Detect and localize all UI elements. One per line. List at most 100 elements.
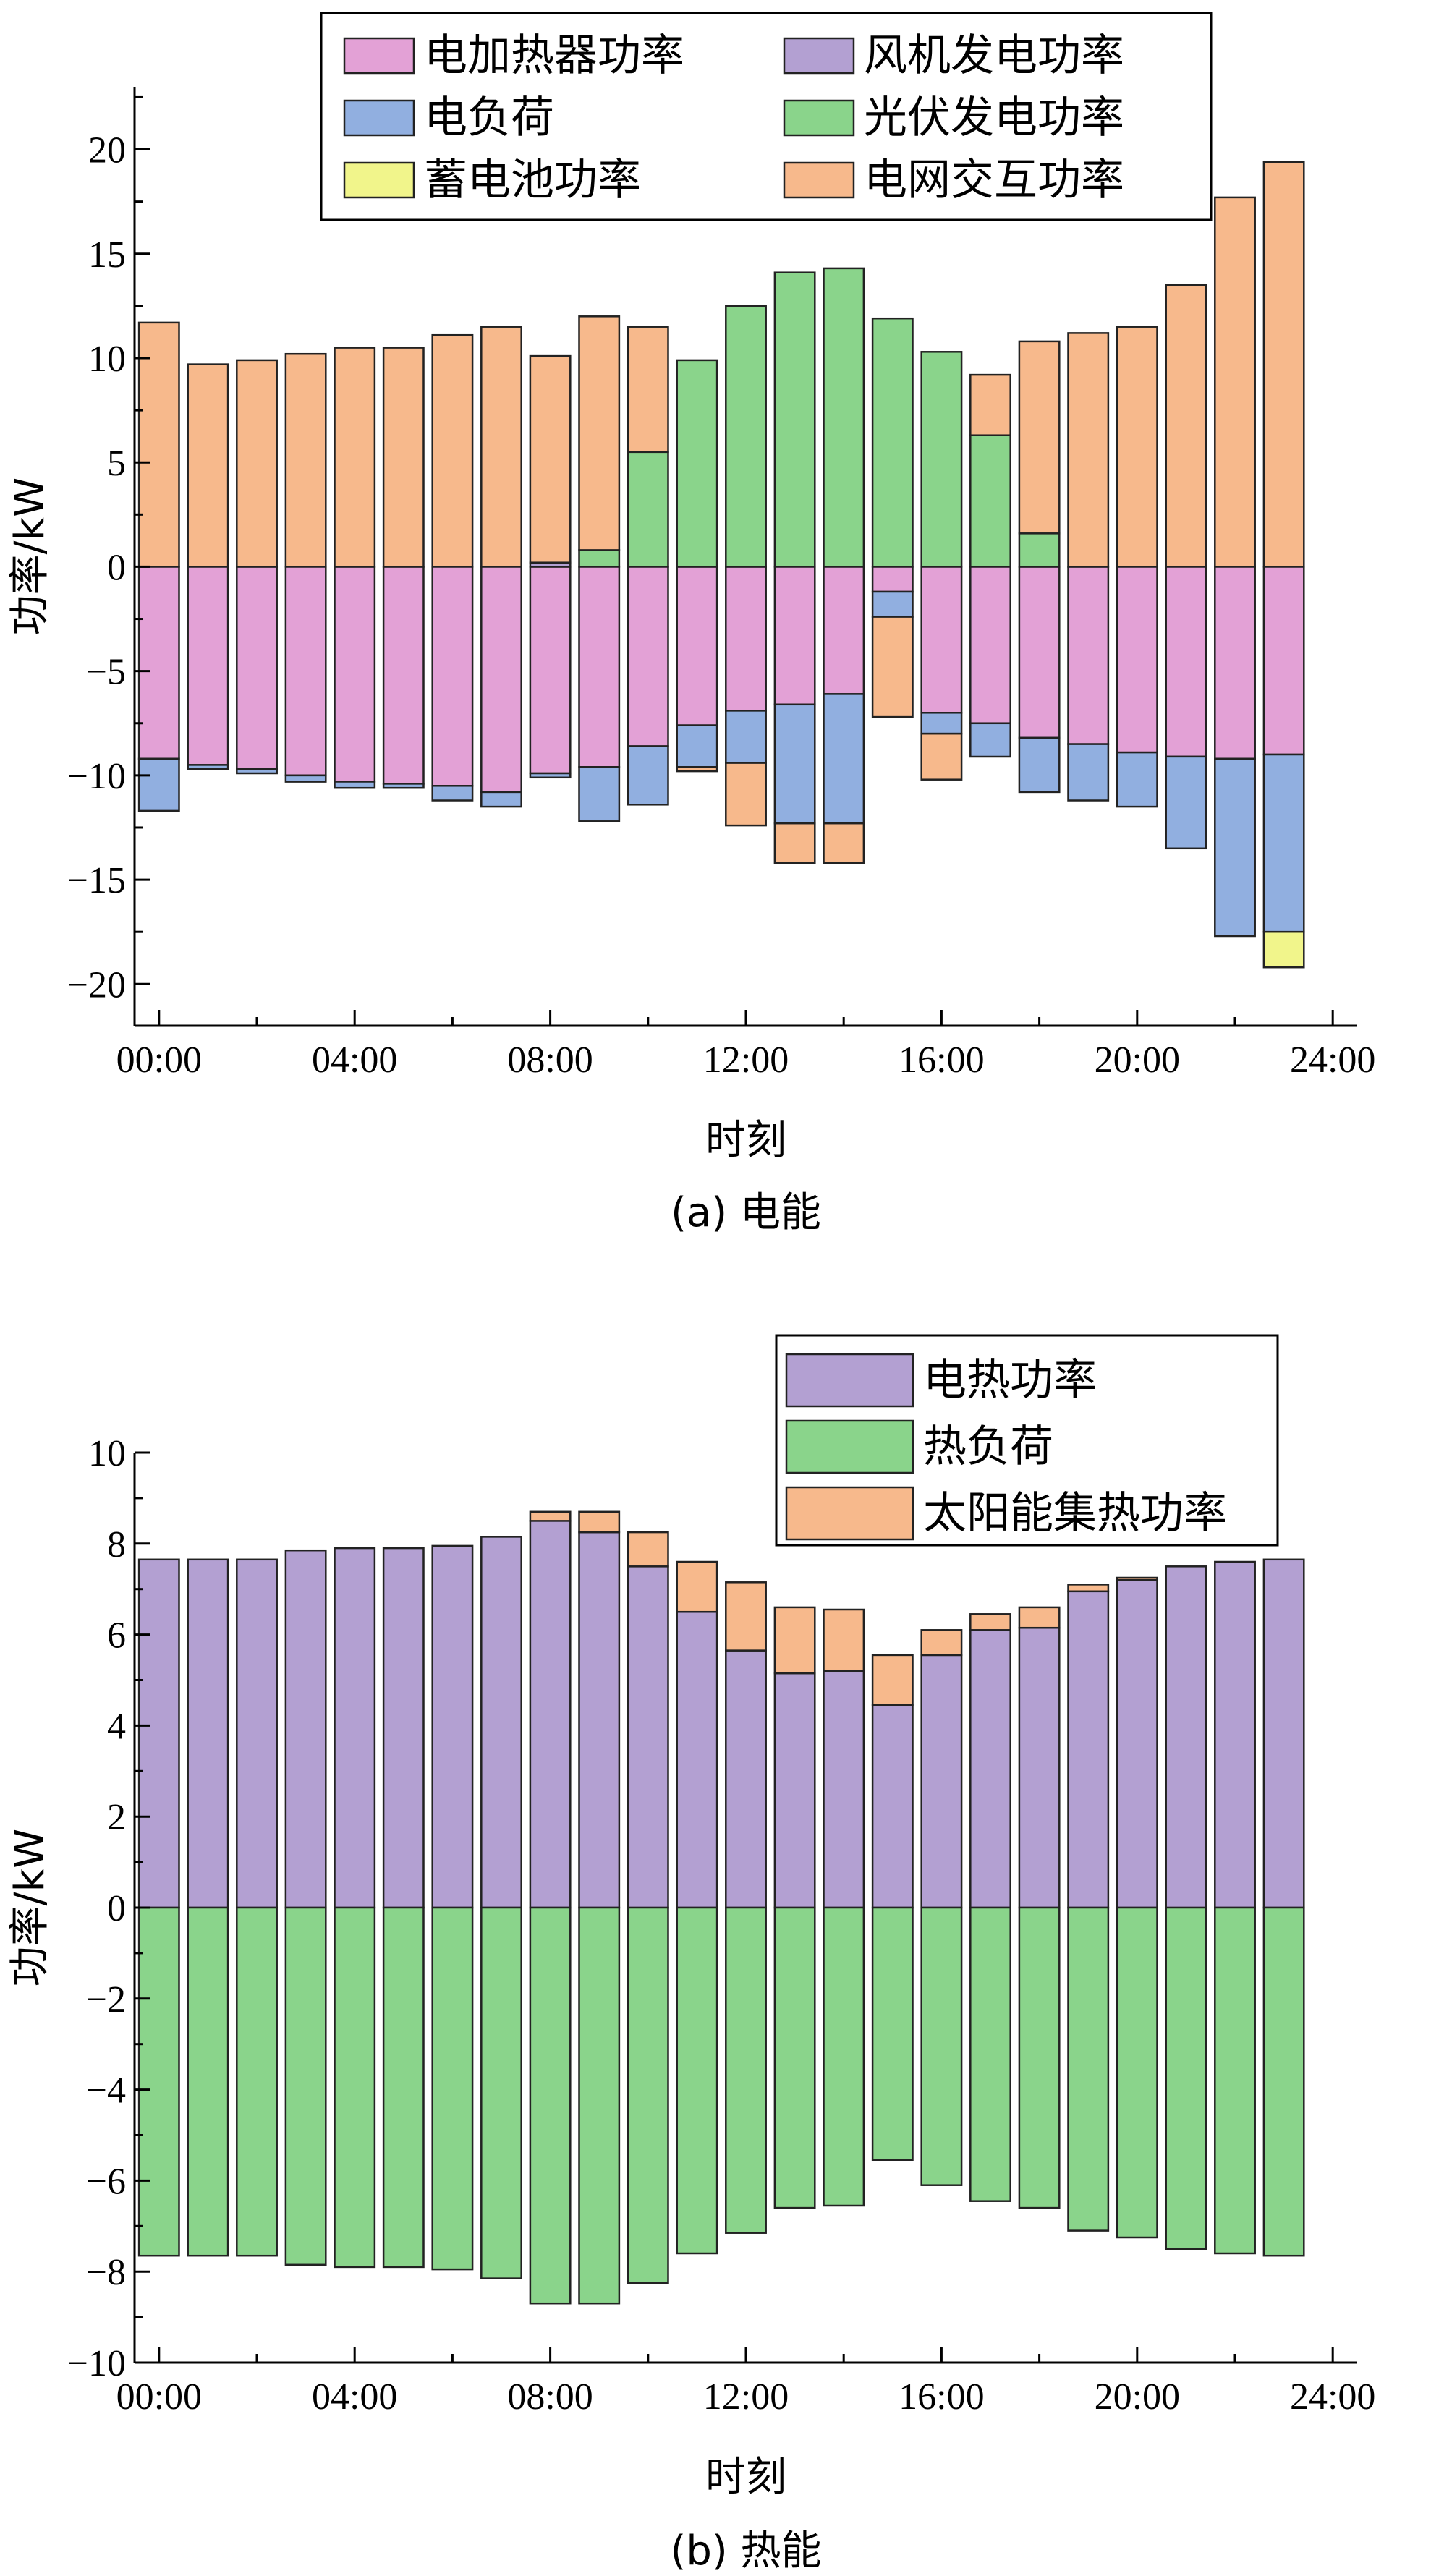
bar-segment — [187, 1906, 229, 2257]
bar-segment — [578, 1510, 621, 1534]
bar-segment — [431, 1544, 474, 1909]
bar-segment — [871, 590, 914, 618]
legend-swatch — [785, 1486, 914, 1541]
bar-segment — [920, 351, 963, 568]
y-tick-label: −15 — [67, 860, 126, 901]
bar-segment — [1165, 284, 1207, 568]
x-tick-label: 00:00 — [116, 2376, 202, 2418]
bar-segment — [1262, 1906, 1305, 2257]
y-tick-label: 20 — [88, 130, 126, 171]
bar-segment — [1018, 566, 1061, 739]
legend-swatch — [783, 37, 855, 75]
bar-segment — [578, 549, 621, 568]
bar-segment — [236, 1558, 278, 1909]
bar-segment — [1214, 196, 1256, 568]
bar-segment — [1018, 1606, 1061, 1629]
bar-segment — [871, 1704, 914, 1909]
bar-segment — [284, 352, 327, 568]
x-tick-label: 12:00 — [703, 1040, 789, 1081]
y-axis-title: 功率/kW — [7, 1829, 54, 1987]
bar-segment — [725, 1906, 767, 2234]
legend-swatch — [343, 99, 415, 137]
bar-segment — [1214, 1560, 1256, 1909]
bar-segment — [627, 1531, 669, 1568]
x-tick-label: 24:00 — [1290, 1040, 1375, 1081]
y-axis-title: 功率/kW — [7, 477, 54, 636]
x-tick-label: 16:00 — [899, 1040, 984, 1081]
bar-segment — [529, 354, 572, 564]
bar-segment — [137, 321, 180, 568]
bar-segment — [187, 1558, 229, 1909]
y-tick-label: −2 — [86, 1979, 126, 2020]
bar-segment — [431, 333, 474, 568]
bar-segment — [529, 1906, 572, 2305]
bar-segment — [1067, 566, 1110, 745]
x-tick-label: 08:00 — [507, 2376, 593, 2418]
legend-swatch — [785, 1419, 914, 1474]
bar-segment — [969, 722, 1011, 758]
y-tick-label: −6 — [86, 2161, 126, 2202]
bar-segment — [284, 774, 327, 783]
bar-segment — [382, 566, 425, 785]
bar-segment — [382, 783, 425, 789]
x-tick-label: 04:00 — [312, 2376, 397, 2418]
y-tick-label: −5 — [86, 652, 126, 693]
x-tick-label: 20:00 — [1095, 1040, 1180, 1081]
x-tick-label: 16:00 — [899, 2376, 984, 2418]
y-tick-label: 6 — [107, 1615, 126, 1657]
x-tick-label: 08:00 — [507, 1040, 593, 1081]
legend-label: 电网交互功率 — [864, 155, 1124, 205]
bar-segment — [382, 1906, 425, 2269]
bar-segment — [236, 768, 278, 775]
bar-segment — [1067, 1584, 1110, 1593]
bar-segment — [871, 566, 914, 593]
bar-segment — [627, 1565, 669, 1909]
x-axis-title: 时刻 — [705, 2454, 786, 2501]
bar-segment — [284, 566, 327, 777]
bar-segment — [284, 1549, 327, 1909]
legend-swatch — [343, 37, 415, 75]
legend-label: 蓄电池功率 — [424, 155, 641, 205]
y-tick-label: −10 — [67, 2343, 126, 2384]
bar-segment — [1116, 326, 1158, 568]
bar-segment — [480, 326, 522, 568]
legend-swatch — [343, 161, 415, 199]
bar-segment — [1116, 1576, 1158, 1581]
bar-segment — [431, 785, 474, 802]
y-tick-label: −4 — [86, 2070, 126, 2112]
bar-segment — [236, 566, 278, 770]
bar-segment — [920, 1906, 963, 2186]
bar-segment — [1116, 566, 1158, 754]
bar-segment — [187, 363, 229, 568]
legend-label: 太阳能集热功率 — [923, 1488, 1227, 1539]
bar-segment — [969, 566, 1011, 724]
bar-segment — [823, 822, 865, 864]
bar-segment — [773, 1906, 816, 2209]
bar-segment — [627, 326, 669, 454]
bar-segment — [823, 267, 865, 568]
y-tick-label: −8 — [86, 2252, 126, 2293]
bar-segment — [137, 1906, 180, 2257]
bar-segment — [529, 566, 572, 775]
bar-segment — [480, 1536, 522, 1909]
bar-segment — [969, 373, 1011, 436]
bar-segment — [1018, 1626, 1061, 1909]
bar-segment — [773, 1672, 816, 1909]
bar-segment — [334, 781, 376, 789]
x-tick-label: 20:00 — [1095, 2376, 1180, 2418]
chart-caption: (b) 热能 — [670, 2528, 821, 2575]
bar-segment — [676, 766, 718, 773]
bar-segment — [284, 1906, 327, 2266]
bar-segment — [920, 1654, 963, 1909]
bar-segment — [1214, 566, 1256, 760]
bar-segment — [236, 1906, 278, 2257]
bar-segment — [1262, 161, 1305, 568]
bar-segment — [1262, 566, 1305, 756]
bar-segment — [1067, 743, 1110, 802]
bar-segment — [773, 271, 816, 568]
chart-caption: (a) 电能 — [671, 1189, 821, 1236]
bar-segment — [137, 1558, 180, 1909]
y-tick-label: −20 — [67, 964, 126, 1006]
